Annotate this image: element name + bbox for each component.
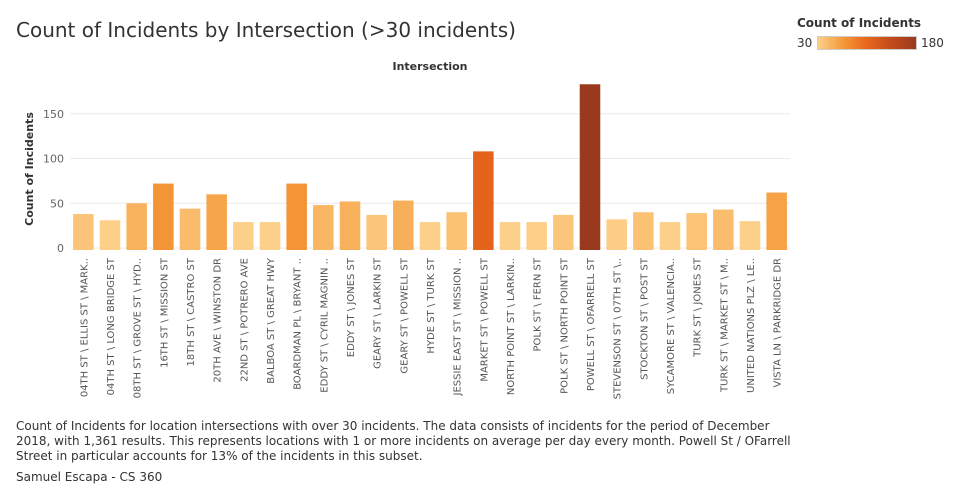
legend-max-label: 180: [921, 36, 944, 50]
x-tick-label: 22ND ST \ POTRERO AVE: [239, 258, 250, 382]
x-tick-label: POLK ST \ FERN ST: [533, 257, 544, 351]
x-tick-label: GEARY ST \ POWELL ST: [399, 257, 410, 373]
bar: [179, 208, 201, 250]
y-tick-label: 150: [43, 108, 64, 121]
bar: [553, 214, 574, 250]
x-tick-label: 20TH AVE \ WINSTON DR: [213, 258, 224, 383]
x-tick-label: 08TH ST \ GROVE ST \ HYD..: [133, 258, 144, 398]
y-tick-label: 0: [57, 242, 64, 255]
x-tick-label: GEARY ST \ LARKIN ST: [373, 257, 384, 369]
x-tick-label: 04TH ST \ LONG BRIDGE ST: [106, 257, 117, 395]
bar: [659, 222, 681, 250]
chart-title: Count of Incidents by Intersection (>30 …: [16, 18, 516, 42]
legend-gradient-bar: [817, 36, 917, 50]
chart-caption: Count of Incidents for location intersec…: [16, 419, 791, 463]
bar: [499, 222, 521, 250]
x-tick-label: 16TH ST \ MISSION ST: [159, 257, 170, 368]
x-tick-label: POLK ST \ NORTH POINT ST: [559, 257, 570, 394]
bar: [419, 222, 441, 250]
x-tick-label: BOARDMAN PL \ BRYANT ..: [293, 258, 304, 390]
bar: [339, 201, 361, 250]
x-tick-label: 04TH ST \ ELLIS ST \ MARK..: [79, 258, 90, 397]
bar: [126, 203, 147, 250]
legend-min-label: 30: [797, 36, 813, 50]
bar: [713, 209, 734, 250]
bar: [393, 200, 414, 250]
bar: [606, 219, 627, 250]
author-credit: Samuel Escapa - CS 360: [16, 470, 163, 484]
x-tick-label: BALBOA ST \ GREAT HWY: [266, 257, 277, 384]
y-tick-label: 50: [50, 197, 64, 210]
x-tick-label: MARKET ST \ POWELL ST: [479, 257, 490, 382]
bar: [526, 222, 547, 250]
x-tick-label: JESSIE EAST ST \ MISSION ..: [453, 258, 464, 397]
bar-chart: Intersection Count of Incidents 0 50 100 150 0…: [23, 60, 790, 399]
bar: [73, 214, 94, 250]
x-tick-label: STOCKTON ST \ POST ST: [639, 257, 650, 380]
y-axis-title: Count of Incidents: [23, 112, 36, 226]
bar: [206, 194, 227, 250]
bar: [286, 183, 307, 250]
x-tick-label: POWELL ST \ OFARRELL ST: [586, 257, 597, 391]
x-tick-label: EDDY ST \ JONES ST: [346, 257, 357, 357]
bar: [579, 84, 601, 251]
bar: [446, 212, 467, 250]
legend-title: Count of Incidents: [797, 16, 922, 30]
bar: [686, 213, 707, 250]
x-tick-label: TURK ST \ MARKET ST \ M..: [719, 258, 730, 393]
x-tick-label: 18TH ST \ CASTRO ST: [186, 257, 197, 366]
bar: [633, 212, 654, 250]
bar: [366, 214, 387, 250]
bar: [233, 222, 254, 250]
y-tick-label: 100: [43, 153, 64, 166]
bar: [153, 183, 174, 250]
x-tick-label: SYCAMORE ST \ VALENCIA..: [666, 258, 677, 394]
x-tick-label: STEVENSON ST \ 07TH ST \..: [613, 258, 624, 399]
bar: [739, 221, 761, 250]
x-tick-label: VISTA LN \ PARKRIDGE DR: [773, 258, 784, 388]
x-tick-label: UNITED NATIONS PLZ \ LE..: [746, 258, 757, 393]
bar: [259, 222, 281, 250]
bar: [766, 192, 787, 250]
bar: [473, 151, 494, 250]
x-axis-title: Intersection: [392, 60, 467, 73]
x-tick-label: EDDY ST \ CYRIL MAGNIN ..: [319, 258, 330, 393]
x-tick-label: NORTH POINT ST \ LARKIN..: [506, 258, 517, 395]
bar: [99, 220, 121, 250]
x-tick-label: TURK ST \ JONES ST: [693, 257, 704, 358]
x-tick-label: HYDE ST \ TURK ST: [426, 257, 437, 353]
bar: [313, 205, 334, 250]
